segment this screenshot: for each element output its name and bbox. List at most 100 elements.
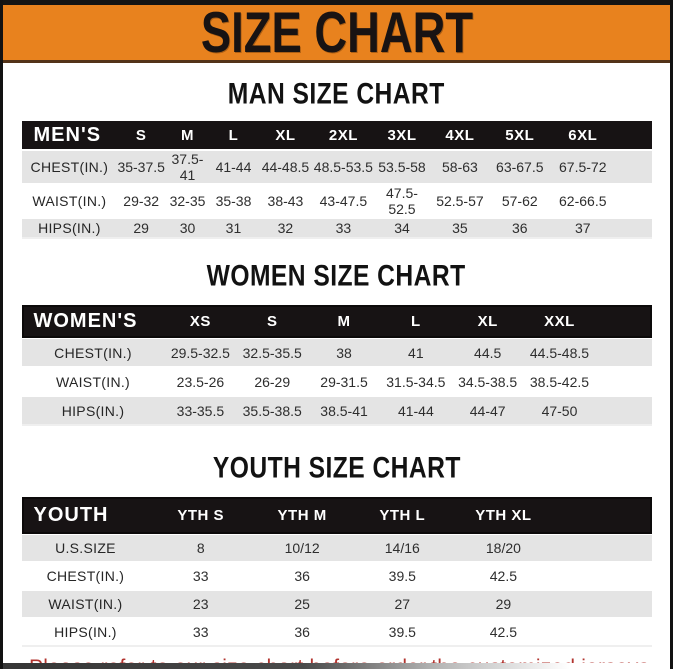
table-cell: 39.5 <box>388 624 416 640</box>
column-header: YTH M <box>277 506 327 524</box>
table-cell: 53.5-58 <box>378 159 426 175</box>
table-cell: 35-37.5 <box>117 159 165 175</box>
header-row: MEN'S S M L XL 2XL 3XL 4XL 5XL 6XL <box>21 121 652 150</box>
row-label: HIPS(IN.) <box>61 402 125 419</box>
table-cell: 8 <box>196 540 205 556</box>
column-header: YTH L <box>379 506 426 524</box>
table-cell: 38 <box>336 344 352 361</box>
table-cell: 38-43 <box>267 193 304 209</box>
filler-cell <box>595 367 652 396</box>
column-header: S <box>135 126 147 144</box>
column-header: XL <box>477 312 498 330</box>
column-header: M <box>180 126 194 144</box>
row-label: WAIST(IN.) <box>55 373 131 390</box>
row-label: U.S.SIZE <box>55 540 116 556</box>
filler-cell <box>554 534 652 562</box>
row-label: WAIST(IN.) <box>48 596 123 612</box>
row-label: WAIST(IN.) <box>32 193 107 209</box>
row-label: CHEST(IN.) <box>54 344 132 361</box>
table-cell: 41-44 <box>215 159 252 175</box>
table-cell: 25 <box>294 596 310 612</box>
bottom-black-strip <box>3 663 670 669</box>
page-title: SIZE CHART <box>200 0 473 65</box>
column-header: L <box>228 126 239 144</box>
table-cell: 42.5 <box>489 624 518 640</box>
table-cell: 29.5-32.5 <box>170 344 230 361</box>
table-cell: 43-47.5 <box>319 193 368 209</box>
filler-cell <box>554 497 652 534</box>
table-row: CHEST(IN.) 35-37.5 37.5-41 41-44 44-48.5 48.5… <box>21 150 652 184</box>
table-cell: 37.5-41 <box>171 151 204 183</box>
column-header: 6XL <box>568 126 598 144</box>
table-cell: 35-38 <box>215 193 252 209</box>
column-header: 3XL <box>387 126 417 144</box>
table-cell: 23.5-26 <box>176 373 225 390</box>
table-cell: 18/20 <box>485 540 521 556</box>
filler-cell <box>595 338 652 367</box>
filler-cell <box>614 121 652 150</box>
table-cell: 27 <box>394 596 411 612</box>
table-cell: 29 <box>495 596 512 612</box>
filler-cell <box>595 305 652 338</box>
table-cell: 37 <box>574 220 591 236</box>
table-cell: 36 <box>294 624 310 640</box>
column-header: YTH S <box>177 506 225 524</box>
top-black-strip <box>3 0 670 5</box>
column-header: M <box>337 312 351 330</box>
column-header: XXL <box>544 312 575 330</box>
filler-cell <box>554 618 652 646</box>
table-row: U.S.SIZE 8 10/12 14/16 18/20 <box>21 534 652 562</box>
table-cell: 29-31.5 <box>320 373 368 390</box>
table-cell: 29 <box>133 220 149 236</box>
filler-cell <box>614 150 652 184</box>
column-header: L <box>411 312 421 330</box>
table-cell: 67.5-72 <box>559 159 607 175</box>
table-corner-label: MEN'S <box>33 123 102 146</box>
table-cell: 29-32 <box>123 193 160 209</box>
table-cell: 38.5-42.5 <box>529 373 590 390</box>
section-title-text: YOUTH SIZE CHART <box>212 451 461 484</box>
sections-container: MAN SIZE CHART MEN'S S M L XL 2XL 3XL 4XL 5XL 6XL C… <box>3 77 670 647</box>
section-title-text: WOMEN SIZE CHART <box>207 259 466 292</box>
table-cell: 44.5-48.5 <box>529 344 590 361</box>
table-cell: 35.5-38.5 <box>242 402 302 419</box>
column-header: 5XL <box>505 126 535 144</box>
table-cell: 57-62 <box>501 193 538 209</box>
table-cell: 44-47 <box>469 402 506 419</box>
filler-cell <box>595 396 652 425</box>
section-title-mens: MAN SIZE CHART <box>3 77 670 110</box>
table-cell: 41-44 <box>397 402 434 419</box>
table-cell: 35 <box>452 220 468 236</box>
table-cell: 38.5-41 <box>320 402 368 419</box>
column-header: YTH XL <box>475 506 532 524</box>
table-cell: 31.5-34.5 <box>386 373 446 390</box>
section-title-text: MAN SIZE CHART <box>228 77 445 110</box>
table-cell: 42.5 <box>489 568 518 584</box>
table-cell: 14/16 <box>384 540 420 556</box>
table-cell: 31 <box>225 220 242 236</box>
header-row: YOUTH YTH S YTH M YTH L YTH XL <box>21 497 652 534</box>
header-row: WOMEN'S XS S M L XL XXL <box>21 305 652 338</box>
table-cell: 10/12 <box>284 540 320 556</box>
table-cell: 47.5-52.5 <box>386 185 418 217</box>
size-table-mens: MEN'S S M L XL 2XL 3XL 4XL 5XL 6XL CHEST(IN.) 35-37… <box>21 121 652 239</box>
table-row: WAIST(IN.) 29-32 32-35 35-38 38-43 43-47.5 47.… <box>21 184 652 218</box>
title-banner: SIZE CHART <box>3 1 670 64</box>
table-cell: 63-67.5 <box>496 159 544 175</box>
table-cell: 32 <box>277 220 294 236</box>
table-cell: 62-66.5 <box>559 193 607 209</box>
size-table-youth: YOUTH YTH S YTH M YTH L YTH XL U.S.SIZE 8 10/12… <box>21 497 652 647</box>
column-header: XS <box>189 312 211 330</box>
table-cell: 23 <box>192 596 209 612</box>
table-cell: 32-35 <box>169 193 206 209</box>
table-cell: 44.5 <box>474 344 502 361</box>
table-row: WAIST(IN.) 23.5-26 26-29 29-31.5 31.5-34.5 34… <box>21 367 652 396</box>
table-cell: 44-48.5 <box>261 159 310 175</box>
filler-cell <box>614 218 652 238</box>
column-header: S <box>266 312 278 330</box>
column-header: 4XL <box>445 126 475 144</box>
table-row: CHEST(IN.) 29.5-32.5 32.5-35.5 38 41 44.5 44.5… <box>21 338 652 367</box>
table-cell: 33 <box>335 220 352 236</box>
filler-cell <box>554 562 652 590</box>
